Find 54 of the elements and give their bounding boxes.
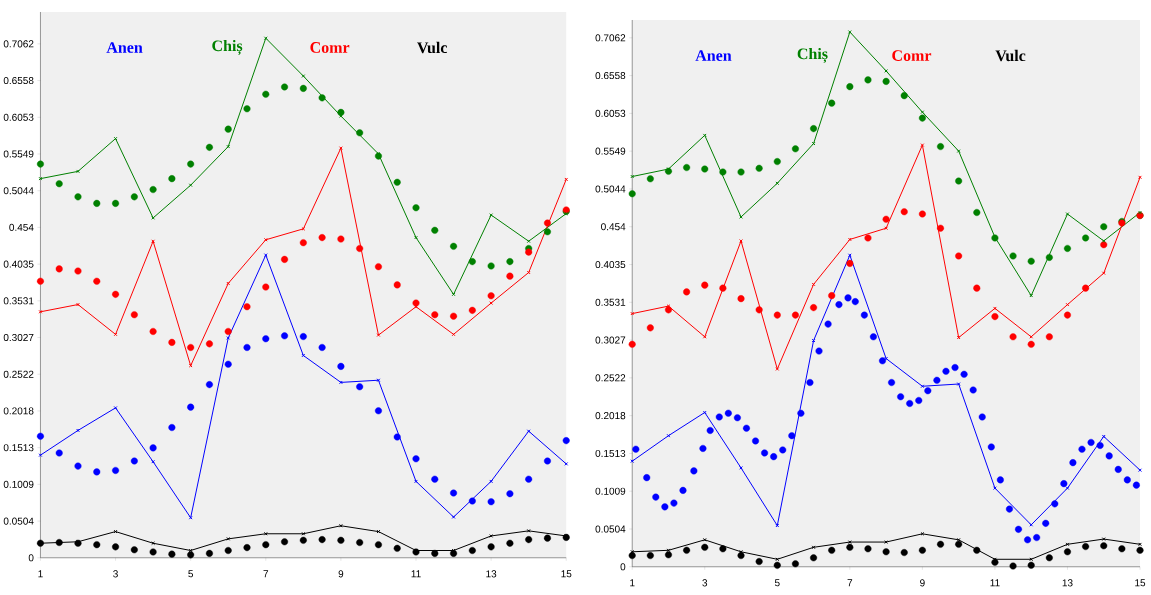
x-tick-label: 1: [630, 579, 635, 587]
y-tick-label: 0.7062: [595, 34, 626, 42]
y-tick-label: 0.2018: [3, 407, 34, 415]
x-tick-label: 9: [338, 570, 344, 578]
y-tick-label: 0.1009: [595, 487, 626, 495]
x-tick-label: 11: [990, 579, 1000, 587]
y-tick-label: 0.0504: [3, 517, 34, 525]
y-tick-label: 0.5044: [3, 187, 34, 195]
y-tick-label: 0.2522: [3, 370, 34, 378]
x-tick-label: 1: [38, 570, 43, 578]
text: Vulc: [995, 49, 1026, 62]
x-tick-label: 5: [188, 570, 194, 578]
y-tick-label: 0.3027: [3, 334, 34, 342]
y-tick-label: 0.5549: [3, 150, 34, 158]
x-tick-label: 11: [411, 570, 421, 578]
y-tick-label: 0.3531: [3, 297, 34, 305]
x-tick-label: 3: [113, 570, 118, 578]
y-tick-label: 0.2018: [595, 412, 626, 420]
y-tick-label: 0.5044: [595, 185, 626, 193]
y-tick-label: 0.3027: [595, 336, 626, 344]
series-label: Chiș: [797, 48, 828, 64]
y-tick-label: 0.1513: [595, 450, 626, 458]
y-tick-label: 0: [28, 554, 34, 562]
x-tick-label: 7: [847, 579, 853, 587]
x-tick-label: 9: [920, 579, 925, 587]
series-label: Chiș: [212, 39, 243, 56]
y-tick-label: 0: [620, 563, 626, 571]
y-tick-label: 0.3531: [595, 298, 626, 306]
text: Comr: [310, 42, 350, 53]
y-tick-label: 0.6558: [595, 72, 626, 80]
x-tick-label: 15: [1135, 579, 1146, 587]
x-tick-label: 3: [702, 579, 708, 587]
text: Anen: [106, 42, 143, 53]
x-tick-label: 7: [263, 570, 269, 578]
x-tick-label: 15: [561, 570, 572, 578]
y-tick-label: 0.1009: [3, 480, 34, 488]
x-tick-label: 13: [486, 570, 497, 578]
x-tick-label: 5: [774, 579, 780, 587]
text: Vulc: [417, 41, 448, 54]
y-tick-label: 0.4035: [3, 260, 34, 268]
y-tick-label: 0.454: [601, 223, 626, 231]
y-tick-label: 0.1513: [3, 444, 34, 452]
y-tick-label: 0.2522: [595, 374, 626, 382]
y-tick-label: 0.6053: [3, 113, 34, 121]
y-tick-label: 0.6053: [595, 109, 626, 118]
y-tick-label: 0.7062: [3, 40, 34, 48]
y-tick-label: 0.454: [9, 223, 34, 232]
y-tick-label: 0.4035: [595, 261, 626, 269]
x-tick-label: 13: [1062, 579, 1073, 587]
y-tick-label: 0.5549: [595, 147, 626, 155]
y-tick-label: 0.6558: [3, 77, 34, 85]
text: Comr: [892, 50, 932, 62]
text: Anen: [695, 50, 732, 61]
y-tick-label: 0.0504: [595, 525, 626, 533]
